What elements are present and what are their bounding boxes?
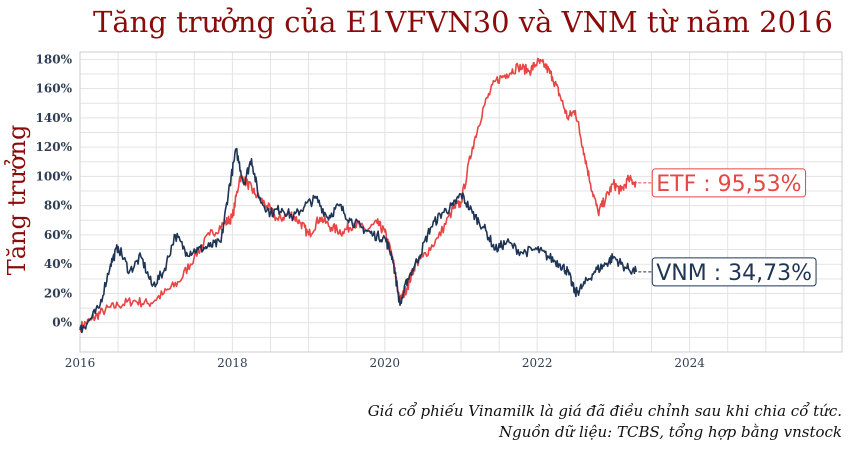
y-tick-label: 120% (36, 140, 73, 154)
y-tick-label: 20% (44, 286, 73, 300)
series-line-etf (79, 57, 637, 333)
plot-frame (79, 51, 843, 353)
y-tick-label: 160% (36, 82, 73, 96)
y-tick-label: 140% (36, 111, 73, 125)
end-label-box (651, 168, 807, 198)
x-tick-label: 2020 (370, 356, 401, 370)
y-tick-label: 40% (44, 257, 73, 271)
end-label-box (651, 257, 817, 287)
y-tick-label: 100% (36, 169, 73, 183)
end-label-etf: ETF : 95,53% (656, 172, 801, 197)
note-adjusted-price: Giá cổ phiếu Vinamilk là giá đã điều chỉ… (368, 402, 842, 420)
series-lines (79, 57, 638, 334)
x-axis-ticks: 2016 2018 2020 2022 2024 (65, 356, 706, 370)
y-tick-label: 0% (52, 316, 72, 330)
x-tick-label: 2024 (674, 356, 705, 370)
x-tick-label: 2022 (522, 356, 553, 370)
x-tick-label: 2018 (217, 356, 248, 370)
x-tick-label: 2016 (65, 356, 96, 370)
end-label-vnm: VNM : 34,73% (656, 261, 812, 286)
series-line-vnm (79, 147, 638, 334)
y-tick-label: 80% (44, 199, 73, 213)
gridlines (79, 52, 843, 353)
y-tick-label: 60% (44, 228, 73, 242)
end-labels: ETF : 95,53% VNM : 34,73% (638, 168, 817, 287)
y-axis-label: Tăng trưởng (3, 125, 31, 276)
y-axis-ticks: 0% 20% 40% 60% 80% 100% 120% 140% 160% 180% (36, 52, 73, 329)
y-tick-label: 180% (36, 52, 73, 66)
note-data-source: Nguồn dữ liệu: TCBS, tổng hợp bằng vnsto… (498, 423, 842, 441)
chart-title: Tăng trưởng của E1VFVN30 và VNM từ năm 2… (93, 5, 833, 39)
